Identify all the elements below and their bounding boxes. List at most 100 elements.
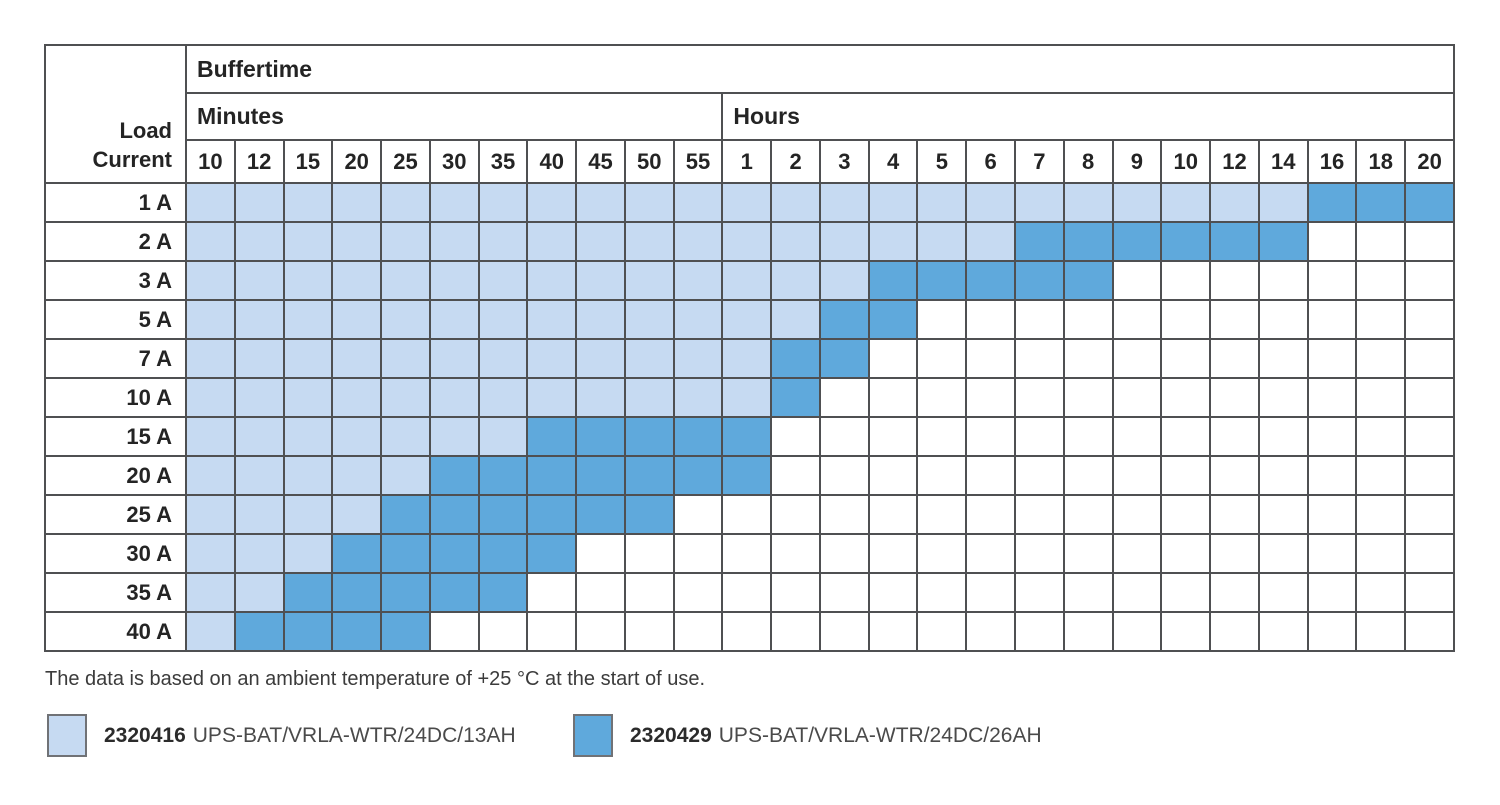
- cell-light: [282, 533, 334, 574]
- column-header-16: 6: [965, 139, 1017, 184]
- cell-empty: [1404, 299, 1455, 340]
- cell-light: [282, 299, 334, 340]
- cell-dark: [1257, 221, 1309, 262]
- cell-light: [185, 572, 236, 613]
- cell-dark: [526, 494, 578, 535]
- column-header-4: 25: [380, 139, 431, 184]
- cell-empty: [965, 299, 1017, 340]
- cell-empty: [1355, 572, 1407, 613]
- cell-empty: [818, 455, 870, 496]
- cell-empty: [867, 611, 919, 652]
- cell-light: [185, 533, 236, 574]
- cell-light: [428, 299, 480, 340]
- row-label: 35 A: [44, 572, 187, 613]
- table-row-7a: 7 A: [44, 338, 1455, 379]
- cell-dark: [1111, 221, 1163, 262]
- cell-light: [623, 299, 675, 340]
- cell-empty: [1404, 572, 1455, 613]
- cell-empty: [1209, 572, 1260, 613]
- cell-empty: [916, 299, 968, 340]
- cell-light: [428, 338, 480, 379]
- cell-empty: [1209, 260, 1260, 301]
- cell-light: [526, 221, 578, 262]
- cell-light: [282, 182, 334, 223]
- cell-dark: [526, 455, 578, 496]
- column-header-21: 12: [1209, 139, 1260, 184]
- cell-dark: [1014, 260, 1065, 301]
- cell-empty: [1355, 455, 1407, 496]
- cell-light: [721, 260, 773, 301]
- cell-light: [380, 260, 431, 301]
- cell-empty: [1257, 611, 1309, 652]
- cell-light: [428, 221, 480, 262]
- cell-empty: [1355, 338, 1407, 379]
- cell-empty: [770, 533, 821, 574]
- cell-light: [233, 455, 285, 496]
- cell-light: [233, 338, 285, 379]
- cell-dark: [477, 572, 529, 613]
- column-header-20: 10: [1160, 139, 1212, 184]
- cell-light: [867, 182, 919, 223]
- cell-light: [185, 611, 236, 652]
- column-header-10: 55: [672, 139, 724, 184]
- column-header-8: 45: [575, 139, 626, 184]
- cell-dark: [380, 572, 431, 613]
- cell-light: [185, 377, 236, 418]
- cell-light: [477, 416, 529, 457]
- table-row-3a: 3 A: [44, 260, 1455, 301]
- cell-dark: [380, 494, 431, 535]
- cell-light: [282, 221, 334, 262]
- cell-light: [331, 416, 383, 457]
- cell-empty: [1306, 611, 1358, 652]
- cell-empty: [916, 377, 968, 418]
- column-header-22: 14: [1257, 139, 1309, 184]
- cell-light: [331, 182, 383, 223]
- cell-empty: [867, 338, 919, 379]
- cell-empty: [1306, 299, 1358, 340]
- cell-light: [233, 260, 285, 301]
- cell-dark: [818, 338, 870, 379]
- cell-light: [185, 494, 236, 535]
- cell-empty: [1209, 416, 1260, 457]
- cell-empty: [1257, 416, 1309, 457]
- cell-empty: [1257, 494, 1309, 535]
- cell-light: [233, 299, 285, 340]
- cell-dark: [1306, 182, 1358, 223]
- cell-dark: [867, 260, 919, 301]
- cell-empty: [1062, 416, 1114, 457]
- legend-swatch-26ah: [573, 714, 613, 757]
- cell-empty: [1111, 494, 1163, 535]
- cell-empty: [526, 572, 578, 613]
- cell-light: [1257, 182, 1309, 223]
- cell-empty: [1209, 299, 1260, 340]
- cell-empty: [1014, 377, 1065, 418]
- cell-light: [233, 416, 285, 457]
- cell-dark: [282, 572, 334, 613]
- cell-empty: [1014, 455, 1065, 496]
- cell-light: [380, 299, 431, 340]
- cell-dark: [526, 416, 578, 457]
- cell-dark: [233, 611, 285, 652]
- cell-light: [185, 455, 236, 496]
- cell-light: [1160, 182, 1212, 223]
- cell-light: [575, 377, 626, 418]
- cell-light: [477, 377, 529, 418]
- cell-light: [331, 455, 383, 496]
- cell-empty: [965, 572, 1017, 613]
- cell-empty: [672, 611, 724, 652]
- cell-dark: [575, 416, 626, 457]
- cell-empty: [1111, 416, 1163, 457]
- cell-dark: [477, 533, 529, 574]
- cell-light: [721, 182, 773, 223]
- cell-empty: [721, 533, 773, 574]
- cell-empty: [526, 611, 578, 652]
- cell-light: [233, 494, 285, 535]
- cell-empty: [1160, 572, 1212, 613]
- cell-light: [185, 416, 236, 457]
- cell-dark: [770, 377, 821, 418]
- cell-light: [526, 260, 578, 301]
- cell-dark: [672, 416, 724, 457]
- cell-empty: [1160, 455, 1212, 496]
- cell-dark: [331, 572, 383, 613]
- cell-light: [282, 338, 334, 379]
